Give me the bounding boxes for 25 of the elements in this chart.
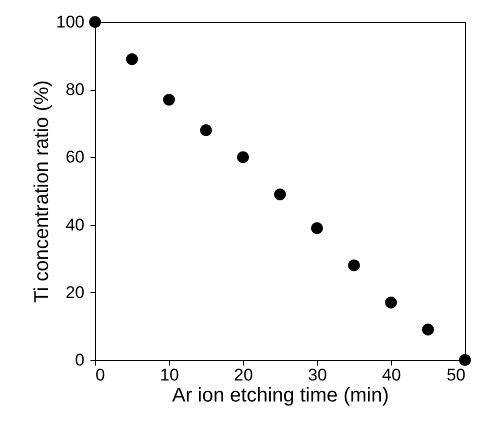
x-tick-label: 20 xyxy=(234,366,253,384)
x-tick-label: 30 xyxy=(308,366,327,384)
y-tick-label: 100 xyxy=(56,12,84,32)
point xyxy=(200,124,212,136)
x-tick-label: 10 xyxy=(160,366,179,384)
x-tick-label: 0 xyxy=(96,366,105,384)
y-tick-label: 60 xyxy=(66,148,84,167)
y-axis-title: Ti concentration ratio (%) xyxy=(31,80,54,303)
x-tick-label: 50 xyxy=(446,366,466,384)
point xyxy=(89,16,101,28)
point xyxy=(311,222,323,234)
point xyxy=(163,94,175,106)
y-tick-label: 20 xyxy=(66,282,84,302)
point xyxy=(385,296,397,308)
point xyxy=(459,354,471,366)
y-tick-label: 80 xyxy=(66,80,84,100)
point xyxy=(126,53,138,66)
point xyxy=(237,151,249,164)
x-tick-label: 40 xyxy=(382,366,401,384)
point xyxy=(422,324,434,336)
y-tick-label: 40 xyxy=(66,215,84,234)
point xyxy=(274,188,286,200)
y-tick-label: 0 xyxy=(75,350,84,370)
point xyxy=(348,259,360,272)
x-axis-title: Ar ion etching time (min) xyxy=(172,384,389,406)
